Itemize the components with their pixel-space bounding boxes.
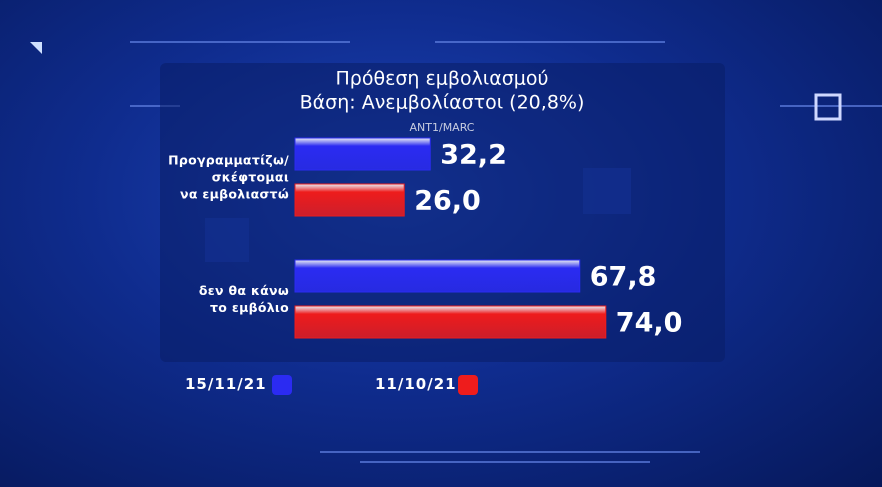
legend-label: 15/11/21	[185, 375, 267, 393]
value-label: 74,0	[616, 308, 683, 339]
legend-label: 11/10/21	[375, 375, 457, 393]
bar	[294, 305, 607, 339]
category-label: Προγραμματίζω/ σκέφτομαι να εμβολιαστώ	[168, 152, 289, 202]
bar	[294, 183, 405, 217]
category-label: δεν θα κάνω το εμβόλιο	[198, 283, 289, 315]
value-label: 32,2	[440, 140, 507, 171]
decoration	[130, 41, 882, 463]
decoration	[30, 42, 42, 54]
legend-swatch	[272, 375, 292, 395]
source: ANT1/MARC	[410, 121, 475, 134]
bar	[294, 259, 581, 293]
decoration	[814, 93, 842, 121]
value-label: 26,0	[414, 186, 481, 217]
legend-swatch	[458, 375, 478, 395]
chart-title: Πρόθεση εμβολιασμού	[335, 68, 548, 90]
bar	[294, 137, 431, 171]
value-label: 67,8	[590, 262, 657, 293]
chart-subtitle: Βάση: Ανεμβολίαστοι (20,8%)	[300, 92, 585, 114]
